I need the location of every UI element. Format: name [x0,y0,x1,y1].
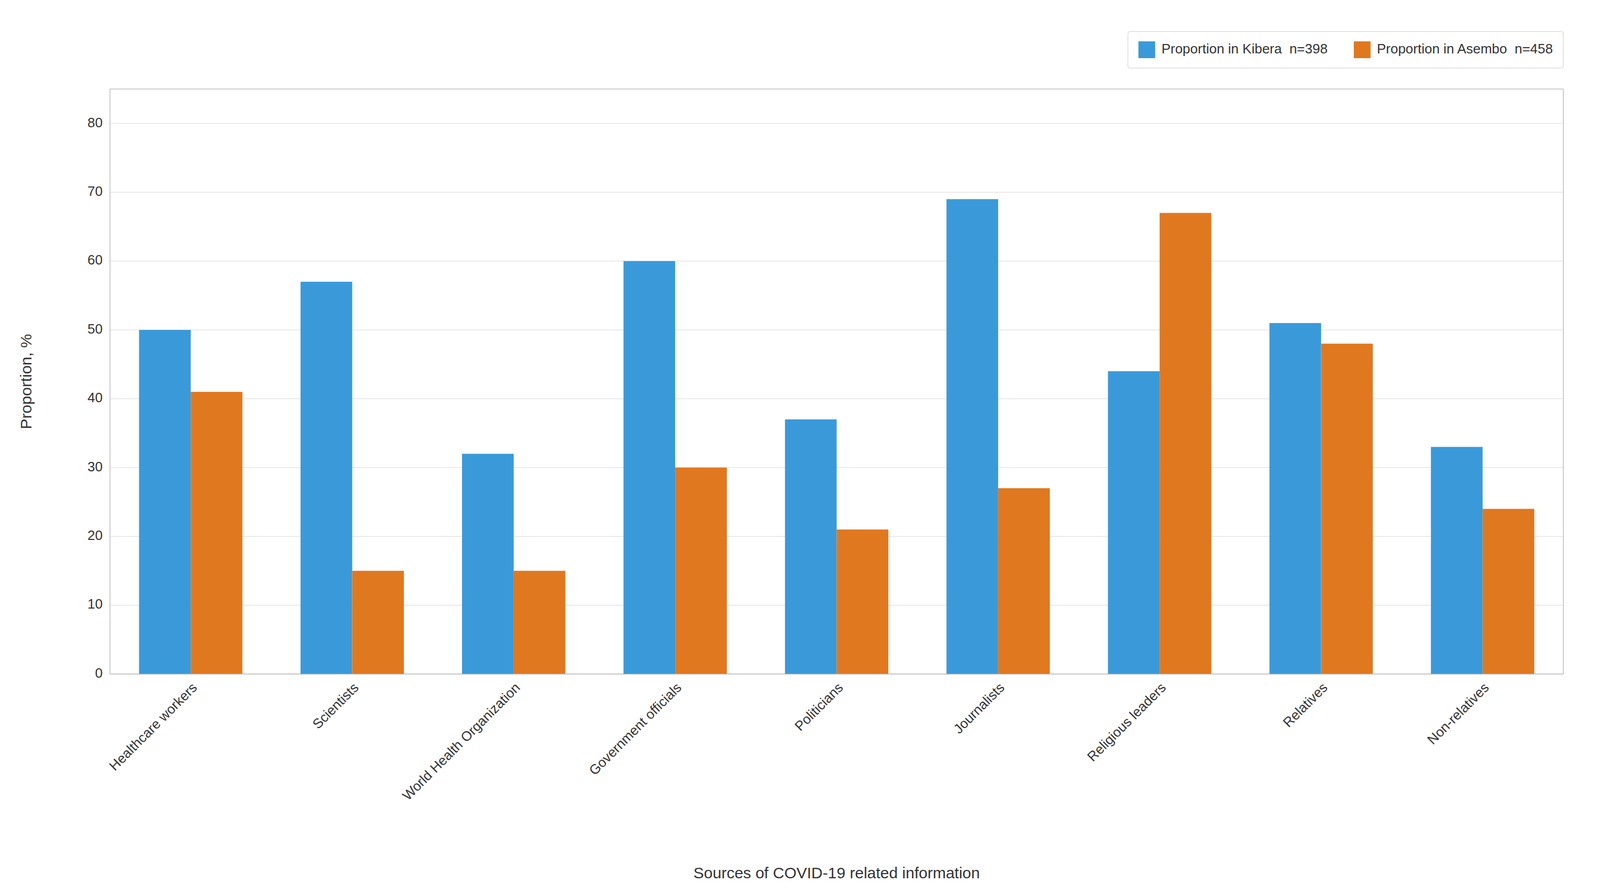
bars [139,199,1535,675]
grid-line [109,123,1564,124]
bar [785,419,837,675]
bar [946,199,999,675]
bar [1482,509,1535,675]
x-tick-label: Relatives [1279,679,1331,731]
x-tick-label: Scientists [309,679,362,733]
x-tick-label: Politicians [791,679,846,735]
bar [461,453,514,675]
grid-line [109,192,1564,193]
x-tick-label: Healthcare workers [105,679,201,775]
x-tick-label: Religious leaders [1084,679,1169,765]
grid [109,123,1564,675]
y-tick-label: 20 [87,527,103,544]
y-tick-label: 0 [95,665,103,681]
bar [998,488,1051,675]
bar [352,570,405,675]
bar [675,467,727,675]
y-tick-label: 50 [87,321,103,337]
y-tick-label: 30 [87,458,103,475]
bar [513,570,566,675]
bar [139,329,192,675]
y-tick-label: 70 [87,183,103,200]
bar [300,281,353,675]
bar [190,391,243,675]
x-tick-label: Non-relatives [1424,679,1493,748]
y-axis-label: Proportion, % [17,334,35,430]
legend: Proportion in Kibera n=398 Proportion in … [1128,31,1564,69]
bar [623,261,676,675]
chart: 0 10 20 30 40 50 60 70 80 Healthcare workers Scien… [0,0,1600,894]
x-axis-label: Sources of COVID-19 related information [693,864,980,882]
bar [1159,213,1212,675]
y-tick-label: 10 [87,596,103,612]
x-tick-label: World Health Organization [399,679,523,804]
legend-swatch [1138,41,1156,59]
y-tick-label: 60 [87,251,103,268]
y-tick-label: 40 [87,389,103,406]
plot-frame [109,89,1564,675]
legend-label: Proportion in Kibera n=398 [1161,40,1328,57]
bar [1321,343,1374,675]
x-tick-label: Government officials [586,679,685,779]
legend-frame [1128,31,1564,69]
bar [1430,446,1483,675]
y-tick-label: 80 [87,114,103,131]
legend-label: Proportion in Asembo n=458 [1376,40,1553,57]
grid-line [109,260,1564,262]
bar [1269,323,1322,675]
bar [836,529,889,675]
bar [1108,371,1161,675]
legend-swatch [1353,41,1371,59]
x-tick-label: Journalists [950,679,1008,737]
